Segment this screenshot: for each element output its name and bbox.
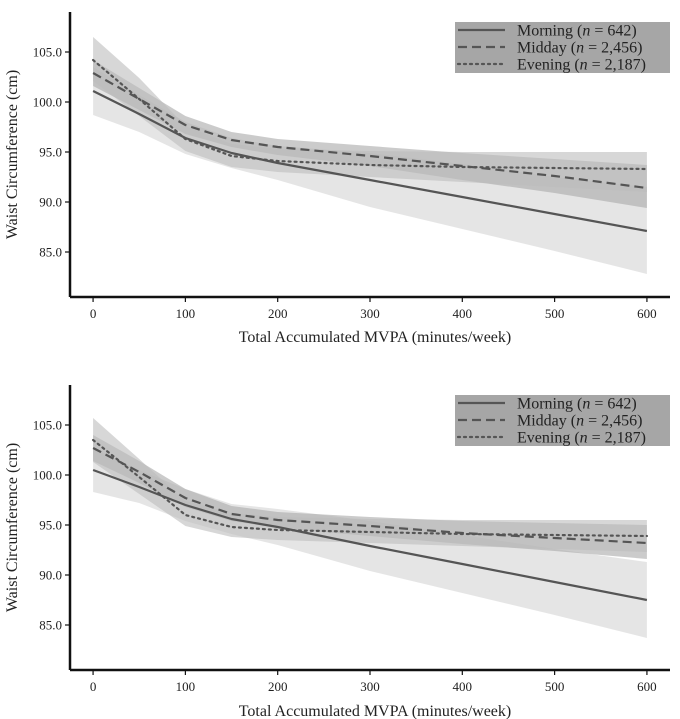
legend-item-midday: Midday (n = 2,456) xyxy=(455,39,670,57)
legend-item-evening: Evening (n = 2,187) xyxy=(455,56,670,74)
x-axis-label: Total Accumulated MVPA (minutes/week) xyxy=(239,703,511,719)
y-ticks: 85.0 90.0 95.0 100.0 105.0 xyxy=(33,418,70,633)
series-lines xyxy=(91,58,649,233)
series-line-evening xyxy=(91,438,649,538)
x-tick-label: 300 xyxy=(360,306,380,321)
series-line-morning xyxy=(92,468,648,602)
legend-item-morning: Morning (n = 642) xyxy=(455,22,670,40)
x-tick-label: 200 xyxy=(268,679,288,694)
legend-item-evening: Evening (n = 2,187) xyxy=(455,429,670,447)
legend: Morning (n = 642)Midday (n = 2,456)Eveni… xyxy=(455,395,670,447)
x-tick-label: 400 xyxy=(453,679,473,694)
y-ticks: 85.0 90.0 95.0 100.0 105.0 xyxy=(33,45,70,260)
x-tick-label: 600 xyxy=(637,679,657,694)
legend-key-background xyxy=(455,429,670,446)
y-tick-label: 100.0 xyxy=(33,468,62,483)
series-line-midday xyxy=(92,72,648,190)
y-tick-label: 85.0 xyxy=(39,618,62,633)
legend-label-midday: Midday (n = 2,456) xyxy=(517,40,642,57)
y-tick-label: 90.0 xyxy=(39,195,62,210)
x-axis-label: Total Accumulated MVPA (minutes/week) xyxy=(239,329,511,346)
y-tick-label: 85.0 xyxy=(39,245,62,260)
y-tick-label: 95.0 xyxy=(39,518,62,533)
legend-key-background xyxy=(455,395,670,412)
x-tick-label: 100 xyxy=(176,306,196,321)
x-tick-label: 500 xyxy=(545,306,565,321)
legend-key-background xyxy=(455,22,670,39)
x-tick-label: 500 xyxy=(545,679,565,694)
series-lines xyxy=(91,438,649,602)
x-tick-label: 300 xyxy=(360,679,380,694)
y-tick-label: 105.0 xyxy=(33,418,62,433)
legend-key-background xyxy=(455,412,670,429)
legend-label-evening: Evening (n = 2,187) xyxy=(517,57,646,74)
y-tick-label: 90.0 xyxy=(39,568,62,583)
legend-label-morning: Morning (n = 642) xyxy=(517,396,637,413)
legend-label-midday: Midday (n = 2,456) xyxy=(517,413,642,430)
legend-key-background xyxy=(455,39,670,56)
series-line-midday xyxy=(92,447,647,545)
y-tick-label: 95.0 xyxy=(39,145,62,160)
x-tick-label: 400 xyxy=(453,306,473,321)
y-axis-label: Waist Circumference (cm) xyxy=(4,443,21,612)
legend-label-morning: Morning (n = 642) xyxy=(517,23,637,40)
legend: Morning (n = 642)Midday (n = 2,456)Eveni… xyxy=(455,22,670,74)
x-tick-label: 200 xyxy=(268,306,288,321)
y-tick-label: 105.0 xyxy=(33,45,62,60)
legend-item-midday: Midday (n = 2,456) xyxy=(455,412,670,430)
x-tick-label: 600 xyxy=(637,306,657,321)
x-tick-label: 0 xyxy=(90,679,97,694)
chart-panel-top: 85.0 90.0 95.0 100.0 105.0 0 100 200 300 400 500 6… xyxy=(4,12,670,346)
x-tick-label: 100 xyxy=(176,679,196,694)
series-line-evening xyxy=(91,58,649,171)
x-ticks: 0 100 200 300 400 500 600 xyxy=(90,670,657,694)
y-axis-label: Waist Circumference (cm) xyxy=(4,70,21,239)
x-tick-label: 0 xyxy=(90,306,97,321)
x-ticks: 0 100 200 300 400 500 600 xyxy=(90,297,657,321)
chart-panel-bottom: 85.0 90.0 95.0 100.0 105.0 0 100 200 300 400 500 6… xyxy=(4,385,670,719)
y-tick-label: 100.0 xyxy=(33,95,62,110)
legend-label-evening: Evening (n = 2,187) xyxy=(517,430,646,447)
legend-key-background xyxy=(455,56,670,73)
legend-item-morning: Morning (n = 642) xyxy=(455,395,670,413)
series-line-morning xyxy=(92,90,648,233)
